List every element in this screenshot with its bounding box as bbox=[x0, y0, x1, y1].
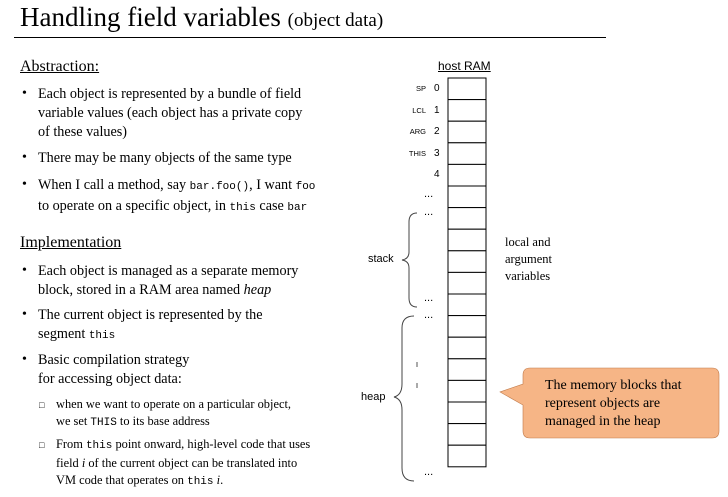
text-line: of these values) bbox=[38, 124, 128, 140]
heap-brace bbox=[393, 315, 415, 482]
ellipsis: ... bbox=[424, 188, 434, 200]
register-label: THIS bbox=[408, 148, 426, 158]
register-index: 0 bbox=[434, 83, 440, 94]
ram-cell bbox=[447, 293, 487, 317]
text-line: we set THIS to its base address bbox=[56, 414, 210, 429]
implementation-bullet-2: The current object is represented by the… bbox=[38, 306, 368, 346]
text-line: From this point onward, high-level code … bbox=[56, 437, 311, 452]
bullet-dot: • bbox=[22, 263, 27, 278]
ram-cell bbox=[447, 271, 487, 295]
implementation-heading: Implementation bbox=[20, 234, 122, 251]
text-line: The current object is represented by the bbox=[38, 307, 263, 323]
ram-cell bbox=[447, 336, 487, 360]
ram-cell bbox=[447, 423, 487, 446]
title-rule bbox=[14, 37, 606, 38]
register-label: ARG bbox=[409, 127, 426, 137]
ram-cell bbox=[447, 120, 487, 144]
ram-cell bbox=[447, 250, 487, 273]
register-label: SP bbox=[415, 84, 426, 93]
ram-cell bbox=[447, 315, 487, 338]
ellipsis: ... bbox=[424, 309, 434, 321]
ram-cell bbox=[447, 444, 487, 468]
text-line: Each object is represented by a bundle o… bbox=[38, 86, 302, 102]
implementation-sub-bullet-2: From this point onward, high-level code … bbox=[56, 436, 356, 491]
abstraction-bullet-3: When I call a method, say bar.foo(), I w… bbox=[38, 176, 368, 218]
implementation-sub-bullet-1: when we want to operate on a particular … bbox=[56, 396, 356, 432]
bullet-dot: • bbox=[22, 177, 27, 192]
register-index: 3 bbox=[434, 147, 440, 159]
text-line: segment this bbox=[38, 326, 116, 342]
implementation-bullet-1: Each object is managed as a separate mem… bbox=[38, 262, 368, 300]
ram-cell bbox=[447, 77, 487, 101]
ram-cell bbox=[447, 185, 487, 209]
callout-text: The memory blocks that represent objects… bbox=[545, 378, 682, 429]
abstraction-heading: Abstraction: bbox=[20, 58, 100, 75]
stack-brace bbox=[401, 212, 418, 308]
page-title: Handling field variables (object data) bbox=[20, 2, 383, 33]
title-sub: (object data) bbox=[287, 10, 384, 31]
text-line: to operate on a specific object, in this… bbox=[38, 198, 308, 214]
bullet-dot: • bbox=[22, 86, 27, 101]
square-bullet-icon: □ bbox=[39, 400, 45, 410]
text-line: There may be many objects of the same ty… bbox=[38, 150, 292, 166]
text-line: block, stored in a RAM area named heap bbox=[38, 282, 272, 298]
square-bullet-icon: □ bbox=[39, 440, 45, 450]
ram-title: host RAM bbox=[438, 59, 491, 73]
ellipsis: ... bbox=[424, 292, 434, 304]
title-main: Handling field variables bbox=[20, 2, 281, 32]
text-line: Each object is managed as a separate mem… bbox=[38, 263, 299, 279]
bullet-dot: • bbox=[22, 150, 27, 165]
text-line: When I call a method, say bar.foo(), I w… bbox=[38, 177, 316, 193]
text-line: when we want to operate on a particular … bbox=[56, 397, 291, 411]
bullet-dot: • bbox=[22, 352, 27, 367]
ram-cell bbox=[447, 142, 487, 165]
abstraction-bullet-2: There may be many objects of the same ty… bbox=[38, 149, 368, 168]
ram-cell bbox=[447, 207, 487, 230]
abstraction-bullet-1: Each object is represented by a bundle o… bbox=[38, 85, 368, 142]
text-line: VM code that operates on this i. bbox=[56, 473, 224, 488]
ram-cell bbox=[447, 379, 487, 403]
ram-cell bbox=[447, 358, 487, 381]
bullet-dot: • bbox=[22, 307, 27, 322]
stack-label: stack bbox=[368, 253, 394, 265]
ram-cell bbox=[447, 163, 487, 187]
ellipsis: ... bbox=[424, 206, 434, 218]
text-line: for accessing object data: bbox=[38, 371, 182, 387]
implementation-bullet-3: Basic compilation strategy for accessing… bbox=[38, 351, 368, 389]
text-line: Basic compilation strategy bbox=[38, 352, 190, 368]
register-index: 2 bbox=[434, 126, 440, 138]
ellipsis: ... bbox=[424, 466, 434, 478]
ram-cell bbox=[447, 401, 487, 425]
register-label: LCL bbox=[412, 105, 426, 115]
heap-label: heap bbox=[361, 391, 386, 403]
ram-cells bbox=[447, 77, 487, 468]
callout-shape bbox=[499, 367, 720, 439]
ram-cell bbox=[447, 228, 487, 252]
text-line: field i of the current object can be tra… bbox=[56, 456, 298, 470]
register-index: 1 bbox=[434, 104, 440, 116]
ram-cell bbox=[447, 99, 487, 122]
register-index: 4 bbox=[434, 169, 440, 181]
local-arguments-label: local and argument variables bbox=[505, 235, 552, 283]
text-line: variable values (each object has a priva… bbox=[38, 105, 303, 121]
